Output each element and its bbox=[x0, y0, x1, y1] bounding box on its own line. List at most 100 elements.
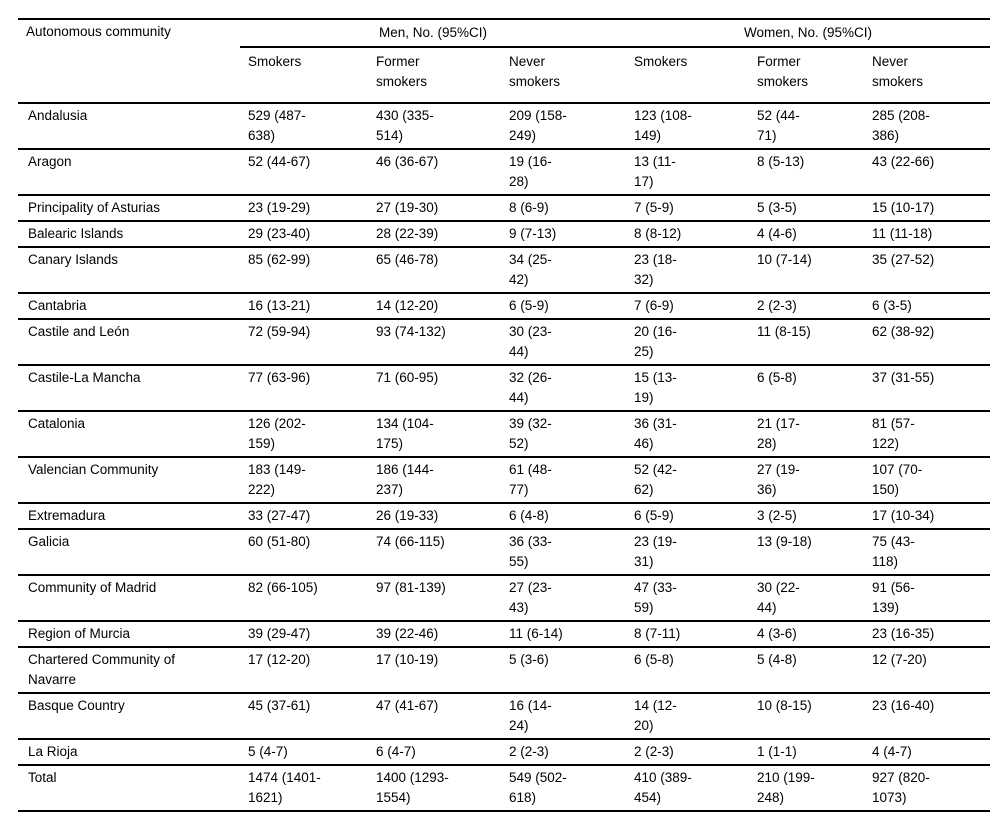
value-cell: 410 (389- 454) bbox=[626, 765, 749, 812]
value-cell: 8 (5-13) bbox=[749, 149, 864, 196]
value-cell: 8 (6-9) bbox=[501, 195, 626, 222]
value-cell: 77 (63-96) bbox=[240, 365, 368, 412]
community-name-cell: Principality of Asturias bbox=[18, 195, 240, 222]
value-cell: 62 (38-92) bbox=[864, 319, 991, 366]
table-row: La Rioja 5 (4-7) 6 (4-7) 2 (2-3) 2 (2-3)… bbox=[18, 739, 991, 766]
value-cell: 32 (26- 44) bbox=[501, 365, 626, 412]
value-cell: 26 (19-33) bbox=[368, 503, 501, 530]
value-cell: 72 (59-94) bbox=[240, 319, 368, 366]
value-cell: 52 (44-67) bbox=[240, 149, 368, 196]
community-name-cell: Andalusia bbox=[18, 103, 240, 150]
value-cell: 10 (8-15) bbox=[749, 693, 864, 740]
value-cell: 6 (5-9) bbox=[501, 293, 626, 320]
value-cell: 39 (29-47) bbox=[240, 621, 368, 648]
value-cell: 6 (5-8) bbox=[749, 365, 864, 412]
value-cell: 47 (33- 59) bbox=[626, 575, 749, 622]
value-cell: 1400 (1293- 1554) bbox=[368, 765, 501, 812]
value-cell: 35 (27-52) bbox=[864, 247, 991, 294]
value-cell: 36 (33- 55) bbox=[501, 529, 626, 576]
community-name-cell: Cantabria bbox=[18, 293, 240, 320]
community-name-cell: Canary Islands bbox=[18, 247, 240, 294]
value-cell: 15 (13- 19) bbox=[626, 365, 749, 412]
value-cell: 11 (8-15) bbox=[749, 319, 864, 366]
value-cell: 4 (3-6) bbox=[749, 621, 864, 648]
value-cell: 47 (41-67) bbox=[368, 693, 501, 740]
value-cell: 16 (14- 24) bbox=[501, 693, 626, 740]
table-row: Balearic Islands 29 (23-40) 28 (22-39) 9… bbox=[18, 221, 991, 248]
table-row-total: Total 1474 (1401- 1621) 1400 (1293- 1554… bbox=[18, 765, 991, 812]
value-cell: 123 (108- 149) bbox=[626, 103, 749, 150]
value-cell: 5 (3-5) bbox=[749, 195, 864, 222]
value-cell: 6 (4-7) bbox=[368, 739, 501, 766]
value-cell: 12 (7-20) bbox=[864, 647, 991, 694]
value-cell: 529 (487- 638) bbox=[240, 103, 368, 150]
table-row: Community of Madrid 82 (66-105) 97 (81-1… bbox=[18, 575, 991, 622]
value-cell: 19 (16- 28) bbox=[501, 149, 626, 196]
col-header-autonomous-community: Autonomous community bbox=[18, 18, 240, 104]
value-cell: 1474 (1401- 1621) bbox=[240, 765, 368, 812]
value-cell: 29 (23-40) bbox=[240, 221, 368, 248]
col-header-women-smokers: Smokers bbox=[626, 47, 749, 104]
value-cell: 97 (81-139) bbox=[368, 575, 501, 622]
value-cell: 14 (12- 20) bbox=[626, 693, 749, 740]
group-header-women: Women, No. (95%CI) bbox=[626, 18, 991, 48]
value-cell: 27 (19-30) bbox=[368, 195, 501, 222]
value-cell: 210 (199- 248) bbox=[749, 765, 864, 812]
value-cell: 23 (18- 32) bbox=[626, 247, 749, 294]
value-cell: 6 (3-5) bbox=[864, 293, 991, 320]
value-cell: 82 (66-105) bbox=[240, 575, 368, 622]
value-cell: 11 (11-18) bbox=[864, 221, 991, 248]
group-header-men: Men, No. (95%CI) bbox=[240, 18, 626, 48]
table-row: Aragon 52 (44-67) 46 (36-67) 19 (16- 28)… bbox=[18, 149, 991, 196]
value-cell: 3 (2-5) bbox=[749, 503, 864, 530]
value-cell: 37 (31-55) bbox=[864, 365, 991, 412]
value-cell: 60 (51-80) bbox=[240, 529, 368, 576]
value-cell: 549 (502- 618) bbox=[501, 765, 626, 812]
value-cell: 34 (25- 42) bbox=[501, 247, 626, 294]
value-cell: 28 (22-39) bbox=[368, 221, 501, 248]
value-cell: 2 (2-3) bbox=[501, 739, 626, 766]
community-name-cell: Region of Murcia bbox=[18, 621, 240, 648]
table-row: Cantabria 16 (13-21) 14 (12-20) 6 (5-9) … bbox=[18, 293, 991, 320]
value-cell: 52 (44- 71) bbox=[749, 103, 864, 150]
value-cell: 36 (31- 46) bbox=[626, 411, 749, 458]
table-row: Andalusia 529 (487- 638) 430 (335- 514) … bbox=[18, 103, 991, 150]
value-cell: 15 (10-17) bbox=[864, 195, 991, 222]
table-row: Canary Islands 85 (62-99) 65 (46-78) 34 … bbox=[18, 247, 991, 294]
value-cell: 23 (19-29) bbox=[240, 195, 368, 222]
value-cell: 6 (4-8) bbox=[501, 503, 626, 530]
value-cell: 27 (19- 36) bbox=[749, 457, 864, 504]
table-row: Extremadura 33 (27-47) 26 (19-33) 6 (4-8… bbox=[18, 503, 991, 530]
community-name-cell: Castile-La Mancha bbox=[18, 365, 240, 412]
col-header-women-former-smokers: Former smokers bbox=[749, 47, 864, 104]
community-name-cell: Valencian Community bbox=[18, 457, 240, 504]
value-cell: 61 (48- 77) bbox=[501, 457, 626, 504]
value-cell: 39 (22-46) bbox=[368, 621, 501, 648]
community-name-cell: Aragon bbox=[18, 149, 240, 196]
community-name-cell: La Rioja bbox=[18, 739, 240, 766]
table-row: Castile-La Mancha 77 (63-96) 71 (60-95) … bbox=[18, 365, 991, 412]
value-cell: 13 (9-18) bbox=[749, 529, 864, 576]
table-row: Catalonia 126 (202- 159) 134 (104- 175) … bbox=[18, 411, 991, 458]
col-header-men-smokers: Smokers bbox=[240, 47, 368, 104]
value-cell: 9 (7-13) bbox=[501, 221, 626, 248]
value-cell: 4 (4-6) bbox=[749, 221, 864, 248]
table-row: Region of Murcia 39 (29-47) 39 (22-46) 1… bbox=[18, 621, 991, 648]
table-row: Basque Country 45 (37-61) 47 (41-67) 16 … bbox=[18, 693, 991, 740]
value-cell: 21 (17- 28) bbox=[749, 411, 864, 458]
value-cell: 46 (36-67) bbox=[368, 149, 501, 196]
group-header-row: Autonomous community Men, No. (95%CI) Wo… bbox=[18, 18, 991, 104]
value-cell: 4 (4-7) bbox=[864, 739, 991, 766]
value-cell: 8 (7-11) bbox=[626, 621, 749, 648]
value-cell: 30 (23- 44) bbox=[501, 319, 626, 366]
community-name-cell: Castile and León bbox=[18, 319, 240, 366]
value-cell: 52 (42- 62) bbox=[626, 457, 749, 504]
value-cell: 30 (22- 44) bbox=[749, 575, 864, 622]
col-header-men-never-smokers: Never smokers bbox=[501, 47, 626, 104]
value-cell: 27 (23- 43) bbox=[501, 575, 626, 622]
value-cell: 7 (5-9) bbox=[626, 195, 749, 222]
value-cell: 927 (820- 1073) bbox=[864, 765, 991, 812]
value-cell: 11 (6-14) bbox=[501, 621, 626, 648]
value-cell: 16 (13-21) bbox=[240, 293, 368, 320]
